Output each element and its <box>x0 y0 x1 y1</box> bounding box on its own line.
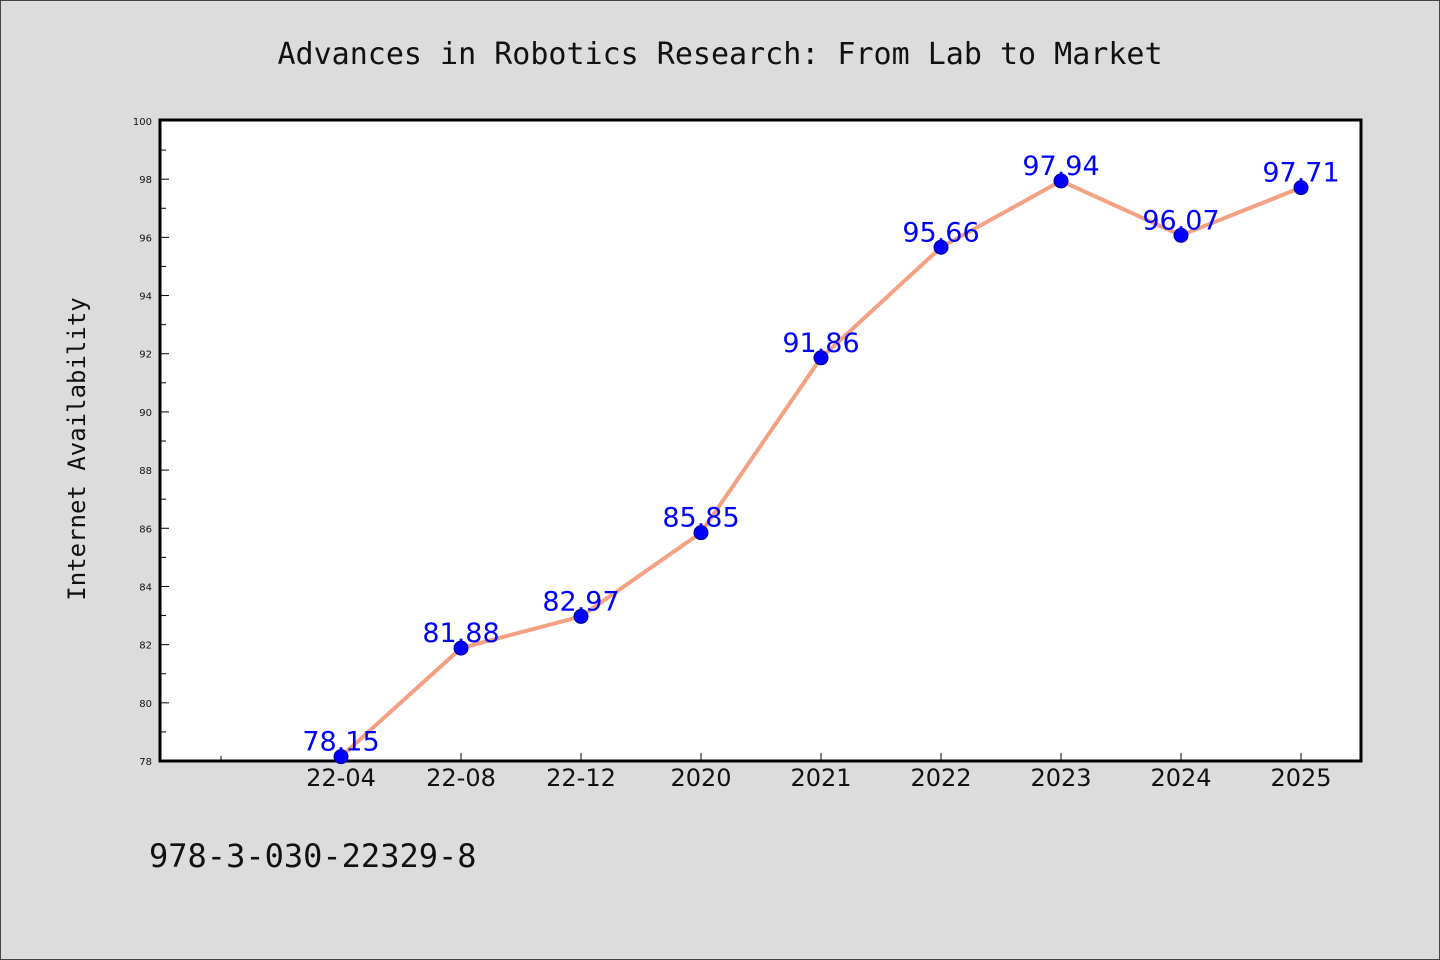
x-axis-ticks: 22-04 22-08 22-12 2020 2021 2022 2023 2024 2025 <box>220 753 1332 792</box>
data-point <box>453 640 469 656</box>
data-label: 97.71 <box>1262 158 1339 189</box>
y-axis-ticks: 78 80 82 84 86 88 90 92 94 96 98 100 <box>133 117 169 768</box>
y-tick-label: 94 <box>139 292 152 303</box>
footer-isbn: 978-3-030-22329-8 <box>149 837 477 875</box>
data-label: 95.66 <box>902 217 979 248</box>
x-tick-label: 22-08 <box>426 764 496 792</box>
y-tick-label: 80 <box>139 699 152 710</box>
data-label: 81.88 <box>422 618 499 649</box>
data-label: 97.94 <box>1022 151 1099 182</box>
x-tick-label: 2022 <box>910 764 971 792</box>
data-point <box>813 350 829 366</box>
data-label: 82.97 <box>542 586 619 617</box>
y-tick-label: 88 <box>139 466 152 477</box>
y-tick-label: 82 <box>139 641 152 652</box>
data-label: 91.86 <box>782 328 859 359</box>
y-tick-label: 84 <box>139 582 152 593</box>
data-point <box>333 749 349 765</box>
x-tick-label: 2021 <box>790 764 851 792</box>
y-tick-label: 86 <box>139 524 152 535</box>
x-tick-label: 2020 <box>670 764 731 792</box>
x-tick-label: 22-04 <box>306 764 376 792</box>
x-tick-label: 2025 <box>1270 764 1331 792</box>
chart-title: Advances in Robotics Research: From Lab … <box>277 37 1162 72</box>
data-point <box>1053 173 1069 189</box>
y-tick-label: 78 <box>139 757 152 768</box>
x-tick-label: 2024 <box>1150 764 1211 792</box>
data-label: 78.15 <box>302 727 379 758</box>
data-point <box>933 239 949 255</box>
series-layer <box>333 173 1309 765</box>
data-point <box>1293 180 1309 196</box>
y-tick-label: 90 <box>139 408 152 419</box>
y-tick-label: 92 <box>139 350 152 361</box>
y-axis-label: Internet Availability <box>63 297 91 600</box>
y-tick-label: 100 <box>133 117 152 128</box>
data-point <box>693 525 709 541</box>
data-point <box>1173 227 1189 243</box>
x-tick-label: 22-12 <box>546 764 616 792</box>
x-tick-label: 2023 <box>1030 764 1091 792</box>
data-label: 96.07 <box>1142 205 1219 236</box>
data-label: 85.85 <box>662 503 739 534</box>
y-tick-label: 96 <box>139 233 152 244</box>
data-label-layer: 78.15 81.88 82.97 85.85 91.86 95.66 97.94 96.07… <box>302 151 1339 758</box>
y-tick-label: 98 <box>139 175 152 186</box>
data-point <box>573 608 589 624</box>
